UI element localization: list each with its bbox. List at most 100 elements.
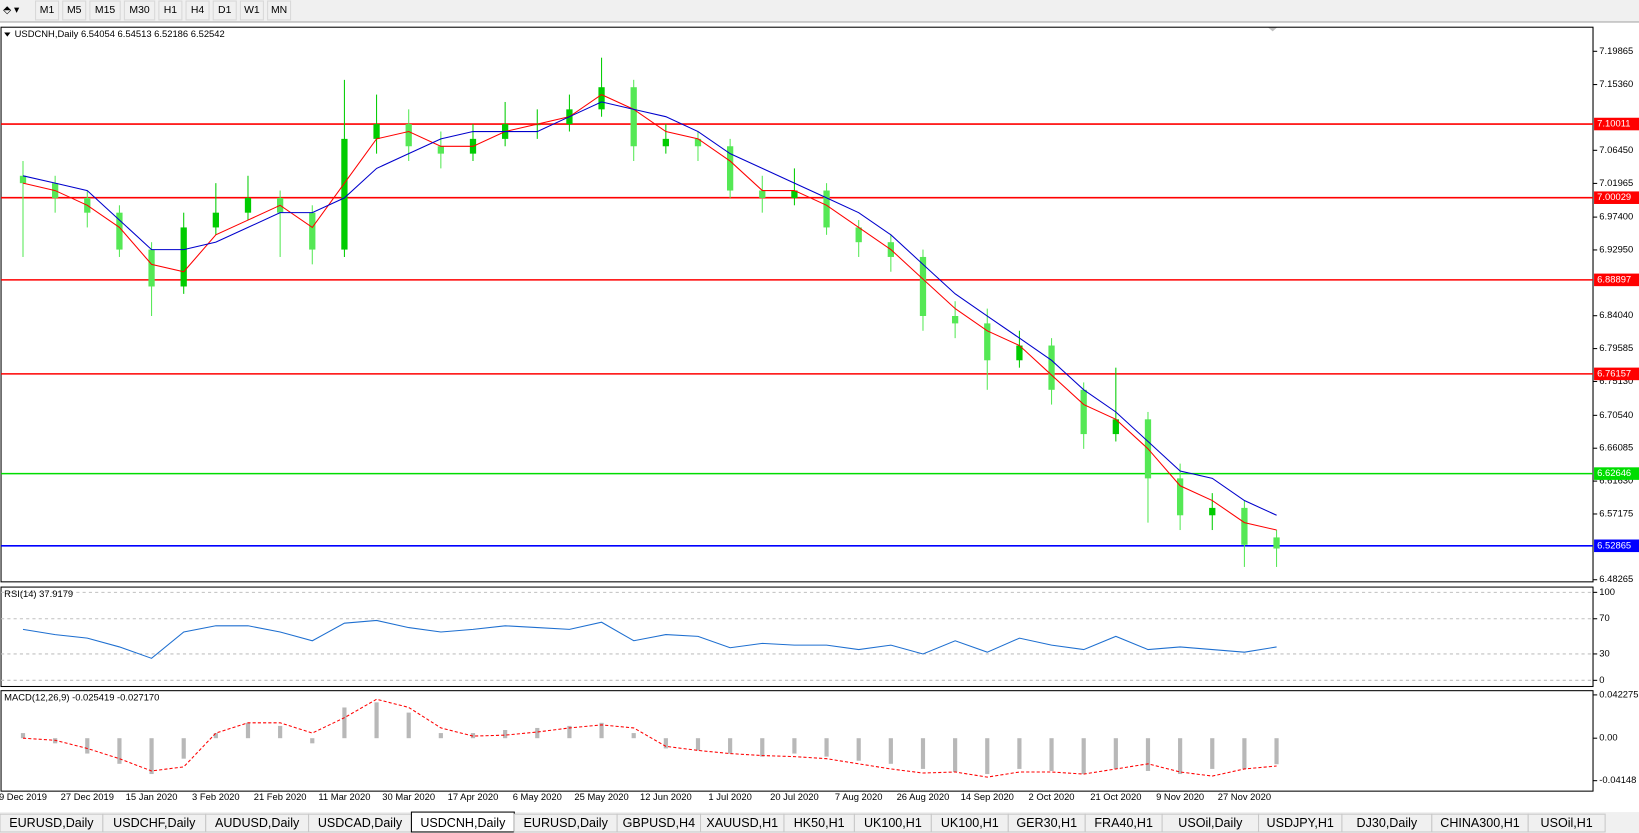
candle-body xyxy=(951,316,959,324)
macd-histogram-bar xyxy=(856,738,861,761)
timeframe-label[interactable]: H4 xyxy=(191,5,205,16)
y-tick-label: -0.04148 xyxy=(1599,774,1636,785)
timeframe-label[interactable]: H1 xyxy=(164,5,178,16)
candle-body xyxy=(212,212,219,228)
candle-body xyxy=(148,249,155,287)
symbol-tab-label[interactable]: HK50,H1 xyxy=(794,816,845,830)
symbol-tab-label[interactable]: USDCAD,Daily xyxy=(318,816,403,830)
x-tick-label: 21 Feb 2020 xyxy=(254,791,307,802)
macd-histogram-bar xyxy=(1113,738,1118,769)
symbol-tab-label[interactable]: XAUUSD,H1 xyxy=(706,816,778,830)
symbol-tab-label[interactable]: CHINA300,H1 xyxy=(1440,816,1519,830)
candle-body xyxy=(341,138,348,250)
candle-body xyxy=(919,256,927,317)
candle-body xyxy=(1209,507,1216,516)
timeframe-label[interactable]: D1 xyxy=(218,5,232,16)
moving-average xyxy=(22,101,1277,516)
pane-title: RSI(14) 37.9179 xyxy=(4,588,73,599)
macd-histogram-bar xyxy=(1242,738,1247,769)
candle-body xyxy=(244,197,252,213)
symbol-tab-label[interactable]: EURUSD,Daily xyxy=(9,816,94,830)
macd-histogram-bar xyxy=(213,733,218,739)
macd-histogram-bar xyxy=(824,738,829,757)
timeframe-label[interactable]: M5 xyxy=(67,5,82,16)
y-tick-label: 6.61630 xyxy=(1599,475,1633,486)
candle-body xyxy=(855,227,862,243)
level-price-label: 6.52865 xyxy=(1597,539,1631,550)
y-tick-label: 6.75130 xyxy=(1599,375,1633,386)
symbol-tab-label[interactable]: GER30,H1 xyxy=(1016,816,1077,830)
shift-marker xyxy=(1267,27,1278,32)
timeframe-label[interactable]: M30 xyxy=(129,5,149,16)
candle-body xyxy=(1241,507,1248,545)
x-tick-label: 14 Sep 2020 xyxy=(961,791,1014,802)
symbol-tab-label[interactable]: UK100,H1 xyxy=(941,816,999,830)
timeframe-button[interactable] xyxy=(239,0,264,21)
macd-histogram-bar xyxy=(953,738,958,772)
symbol-tab-label[interactable]: FRA40,H1 xyxy=(1094,816,1153,830)
y-tick-label: 7.19865 xyxy=(1599,45,1633,56)
timeframe-label[interactable]: M1 xyxy=(40,5,55,16)
x-tick-label: 11 Mar 2020 xyxy=(318,791,370,802)
y-tick-label: 0.042275 xyxy=(1599,688,1638,699)
y-tick-label: 7.06450 xyxy=(1599,144,1633,155)
candle-body xyxy=(1048,345,1055,390)
symbol-tab-label[interactable]: USOil,H1 xyxy=(1541,816,1593,830)
symbol-tab-label[interactable]: USDJPY,H1 xyxy=(1267,816,1334,830)
timeframe-label[interactable]: M15 xyxy=(95,5,115,16)
symbol-tab-label[interactable]: GBPUSD,H4 xyxy=(623,816,695,830)
timeframe-button[interactable] xyxy=(158,0,183,21)
x-tick-label: 3 Feb 2020 xyxy=(192,791,240,802)
y-tick-label: 6.48265 xyxy=(1599,573,1633,584)
timeframe-button[interactable] xyxy=(212,0,237,21)
x-tick-label: 2 Oct 2020 xyxy=(1029,791,1075,802)
candle-body xyxy=(373,124,380,139)
timeframe-button[interactable] xyxy=(185,0,210,21)
y-tick-label: 0.00 xyxy=(1599,732,1617,743)
symbol-tab-label[interactable]: USDCNH,Daily xyxy=(420,816,506,830)
symbol-tab-label[interactable]: DJ30,Daily xyxy=(1357,816,1418,830)
x-tick-label: 21 Oct 2020 xyxy=(1090,791,1141,802)
y-tick-label: 6.97400 xyxy=(1599,211,1633,222)
x-tick-label: 9 Dec 2019 xyxy=(0,791,47,802)
candle-body xyxy=(598,87,605,110)
y-tick-label: 6.70540 xyxy=(1599,409,1633,420)
symbol-tab-label[interactable]: EURUSD,Daily xyxy=(524,816,609,830)
candle-body xyxy=(726,146,734,191)
macd-histogram-bar xyxy=(663,738,668,749)
candle-body xyxy=(437,146,444,154)
macd-histogram-bar xyxy=(342,707,347,739)
timeframe-button[interactable] xyxy=(267,0,292,21)
symbol-tab-label[interactable]: UK100,H1 xyxy=(864,816,922,830)
candle-body xyxy=(116,212,123,250)
rsi-line xyxy=(22,619,1277,659)
candle-body xyxy=(759,190,766,198)
level-price-box xyxy=(1594,367,1639,381)
y-tick-label: 6.84040 xyxy=(1599,309,1633,320)
macd-signal-line xyxy=(22,698,1277,778)
symbol-tab-label[interactable]: USDCHF,Daily xyxy=(113,816,196,830)
candle-body xyxy=(405,124,412,147)
macd-histogram-bar xyxy=(406,712,411,739)
macd-histogram-bar xyxy=(599,722,604,739)
timeframe-button[interactable] xyxy=(89,0,121,21)
candle-body xyxy=(1176,478,1184,516)
symbol-tab-label[interactable]: USOil,Daily xyxy=(1178,816,1243,830)
symbol-tab[interactable] xyxy=(1527,813,1606,833)
candle-body xyxy=(180,227,187,287)
timeframe-label[interactable]: W1 xyxy=(244,5,260,16)
macd-histogram-bar xyxy=(985,738,990,775)
x-tick-label: 12 Jun 2020 xyxy=(640,791,692,802)
timeframe-label[interactable]: MN xyxy=(271,5,287,16)
timeframe-button[interactable] xyxy=(62,0,87,21)
level-price-box xyxy=(1594,539,1639,553)
symbol-tab-label[interactable]: AUDUSD,Daily xyxy=(215,816,300,830)
level-price-label: 6.88897 xyxy=(1597,273,1631,284)
timeframe-button[interactable] xyxy=(123,0,156,21)
macd-histogram-bar xyxy=(695,738,701,751)
x-tick-label: 30 Mar 2020 xyxy=(382,791,435,802)
timeframe-button[interactable] xyxy=(35,0,60,21)
y-tick-label: 6.79585 xyxy=(1599,342,1633,353)
toolbar-icon[interactable]: ⬘ ▾ xyxy=(3,5,19,16)
